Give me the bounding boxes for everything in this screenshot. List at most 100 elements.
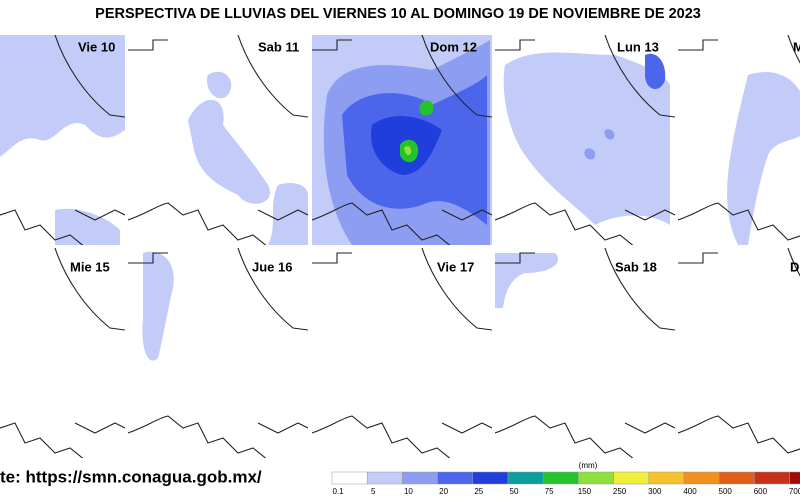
state-border: [495, 415, 675, 458]
map-content: [128, 248, 308, 458]
state-border: [495, 35, 675, 118]
map-content: [678, 248, 800, 458]
state-border: [312, 202, 492, 245]
legend-label: 600: [754, 487, 768, 496]
map-bg: [312, 248, 492, 458]
title: PERSPECTIVA DE LLUVIAS DEL VIERNES 10 AL…: [95, 6, 701, 22]
rain-area: [645, 53, 666, 90]
map-panel: M: [678, 35, 800, 245]
legend-label: 400: [683, 487, 697, 496]
legend-swatch: [754, 471, 790, 485]
rain-area: [495, 253, 559, 308]
state-border: [495, 202, 675, 245]
legend-swatch: [578, 471, 614, 485]
panel-label: Jue 16: [252, 259, 292, 274]
state-border: [312, 248, 492, 331]
state-border: [54, 248, 125, 331]
legend-swatch: [331, 471, 368, 485]
legend-swatch: [789, 471, 800, 485]
rain-area: [404, 146, 412, 156]
legend-label: 20: [439, 487, 448, 496]
legend-swatch: [366, 471, 403, 485]
panel-label: Lun 13: [617, 39, 659, 54]
rain-area: [188, 99, 271, 204]
legend-label: 25: [474, 487, 483, 496]
state-border: [495, 248, 675, 331]
legend-label: 10: [404, 487, 413, 496]
legend-label: 75: [545, 487, 554, 496]
state-border: [312, 415, 492, 458]
map-content: [495, 35, 675, 245]
state-border: [0, 209, 125, 245]
legend-label: 300: [648, 487, 662, 496]
legend: (mm) 0.1 5 10 20 25 50 75 150 250 300 400 500 600 700: [331, 461, 800, 496]
rain-area: [207, 71, 232, 99]
map-panel: D: [678, 248, 800, 458]
state-border: [128, 415, 308, 458]
legend-swatch: [507, 471, 544, 485]
legend-label: 150: [578, 487, 592, 496]
legend-swatch: [683, 471, 720, 485]
map-panel: Jue 16: [128, 248, 308, 458]
rain-area: [268, 183, 308, 245]
map-content: [0, 35, 125, 245]
legend-label: 500: [719, 487, 733, 496]
panel-label: Mie 15: [70, 259, 110, 274]
rain-area: [584, 148, 596, 160]
rain-area: [0, 35, 125, 157]
map-panel: Vie 10: [0, 35, 125, 245]
panel-label: D: [790, 259, 799, 274]
map-content: [128, 35, 308, 245]
state-border: [0, 422, 125, 458]
rain-area: [604, 129, 615, 140]
map-content: [495, 248, 675, 458]
state-border: [128, 202, 308, 245]
map-bg: [678, 248, 800, 458]
panel-label: Vie 17: [437, 259, 474, 274]
map-content: [312, 248, 492, 458]
map-panel: Sab 18: [495, 248, 675, 458]
panel-label: Dom 12: [430, 39, 477, 54]
map-panel: Dom 12: [312, 35, 492, 245]
legend-unit: (mm): [579, 461, 598, 470]
map-content: [0, 248, 125, 458]
rain-area: [142, 251, 174, 361]
legend-swatch: [718, 471, 755, 485]
panel-label: Vie 10: [78, 39, 115, 54]
legend-label: 0.1: [332, 487, 344, 496]
state-border: [678, 248, 800, 277]
legend-swatch: [613, 471, 650, 485]
map-panel: Lun 13: [495, 35, 675, 245]
map-panel: Mie 15: [0, 248, 125, 458]
map-bg: [0, 248, 125, 458]
panel-label: Sab 11: [258, 39, 299, 54]
state-border: [312, 35, 492, 118]
legend-swatch: [472, 471, 509, 485]
state-border: [678, 415, 800, 454]
state-border: [54, 35, 125, 118]
legend-label: 50: [510, 487, 519, 496]
rain-area: [419, 100, 434, 116]
map-panel: Vie 17: [312, 248, 492, 458]
source: te: https://smn.conagua.gob.mx/: [0, 467, 262, 486]
legend-label: 700: [789, 487, 800, 496]
map-content: [678, 35, 800, 245]
state-border: [128, 35, 308, 118]
state-border: [678, 35, 800, 64]
state-border: [128, 248, 308, 331]
legend-swatch: [402, 471, 438, 485]
map-bg: [495, 248, 675, 458]
map-panel: Sab 11: [128, 35, 308, 245]
map-content: [312, 35, 492, 245]
panel-label: M: [793, 39, 800, 54]
legend-swatch: [437, 471, 474, 485]
state-border: [678, 202, 800, 241]
panels: Vie 10 Sab 11 Dom 12 Lun 13 M Mie 15 Jue 16 Vie…: [0, 35, 800, 458]
legend-label: 5: [371, 487, 376, 496]
rain-area: [727, 72, 800, 245]
legend-swatch: [648, 471, 685, 485]
legend-label: 250: [613, 487, 627, 496]
legend-swatch: [542, 471, 579, 485]
rain-area: [503, 52, 670, 225]
